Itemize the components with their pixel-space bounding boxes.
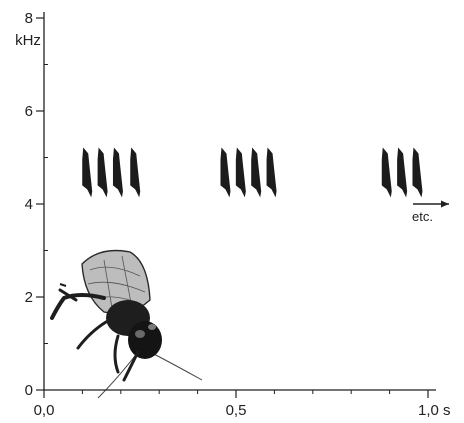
y-tick-label: 6 (25, 103, 33, 120)
leg (76, 320, 108, 350)
syllable-mark (397, 147, 408, 198)
head-highlight (135, 330, 145, 338)
eye (148, 324, 156, 330)
axes (36, 12, 436, 398)
etc-arrow-head (441, 200, 449, 208)
syllable-mark (97, 147, 108, 198)
wing-veins (87, 255, 146, 309)
etc-annotation: etc. (412, 200, 449, 224)
cricket-illustration-icon (50, 249, 203, 399)
leg (113, 334, 120, 374)
syllable-mark (235, 147, 246, 198)
leg (58, 288, 78, 302)
antenna (149, 351, 203, 381)
y-tick-label: 8 (25, 10, 33, 27)
syllable-mark (82, 147, 93, 198)
syllable-mark (130, 147, 141, 198)
syllable-marks (82, 147, 423, 198)
leg-spur (59, 283, 67, 287)
x-tick-label: 0,0 (34, 402, 55, 419)
leg (50, 293, 106, 320)
syllable-mark (266, 147, 277, 198)
syllable-mark (412, 147, 423, 198)
antenna (97, 351, 139, 399)
x-tick-label: 1,0 s (418, 402, 451, 419)
y-tick-label: 0 (25, 382, 33, 399)
syllable-mark (381, 147, 392, 198)
syllable-mark (220, 147, 231, 198)
y-tick-label: 4 (25, 196, 33, 213)
y-tick-label: 2 (25, 289, 33, 306)
leg (122, 350, 140, 382)
syllable-mark (112, 147, 123, 198)
etc-label: etc. (412, 209, 433, 224)
tick-labels: 0,0 0,5 1,0 s 0 2 4 6 8 kHz (15, 10, 450, 419)
syllable-mark (251, 147, 262, 198)
y-axis-unit-label: kHz (15, 32, 41, 49)
x-tick-label: 0,5 (226, 402, 247, 419)
head (128, 321, 162, 359)
